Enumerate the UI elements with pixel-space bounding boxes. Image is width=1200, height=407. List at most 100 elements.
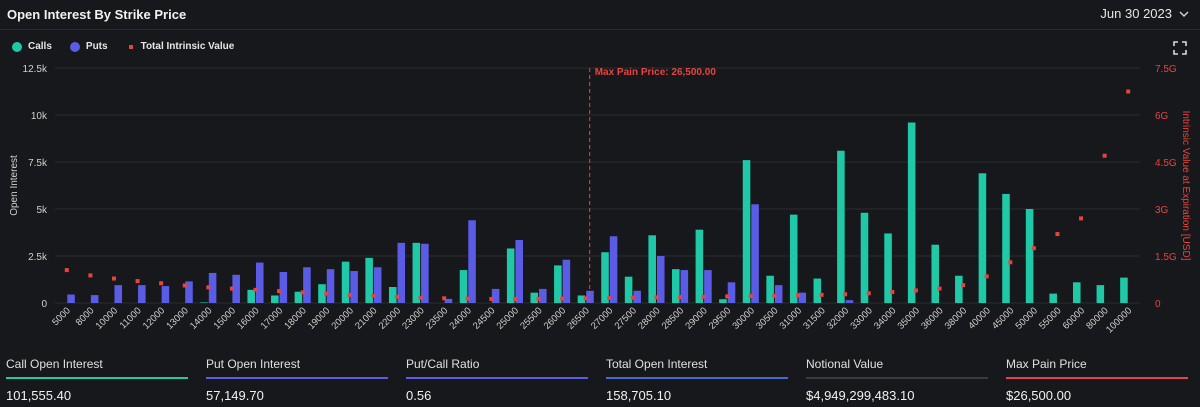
chevron-down-icon <box>1179 10 1189 17</box>
y-tick-label: 5k <box>36 205 48 216</box>
puts-bar <box>444 298 453 303</box>
puts-bar <box>774 285 783 303</box>
x-tick-label: 27000 <box>589 305 615 331</box>
puts-bar <box>680 270 689 303</box>
calls-bar <box>1096 285 1105 303</box>
intrinsic-point <box>347 292 352 297</box>
puts-bar <box>326 269 335 303</box>
stat-call-open-interest: Call Open Interest 101,555.40 <box>0 352 200 407</box>
x-tick-label: 30000 <box>730 305 756 331</box>
calls-bar <box>506 248 515 303</box>
calls-bar <box>412 242 421 303</box>
y-tick-label: 0 <box>41 299 47 310</box>
stat-max-pain-price: Max Pain Price $26,500.00 <box>1000 352 1200 407</box>
x-tick-label: 36000 <box>919 305 945 331</box>
stat-underline <box>1006 377 1188 379</box>
x-tick-label: 20000 <box>329 305 355 331</box>
legend-puts[interactable]: Puts <box>69 41 108 52</box>
stat-underline <box>6 377 188 379</box>
calls-bar <box>1002 193 1010 303</box>
puts-bar <box>161 286 170 303</box>
x-tick-label: 18000 <box>282 305 308 331</box>
puts-bar <box>373 267 382 303</box>
intrinsic-point <box>111 276 116 281</box>
intrinsic-point <box>772 293 777 298</box>
calls-bar <box>884 233 892 303</box>
x-tick-label: 5000 <box>50 305 73 328</box>
intrinsic-point <box>890 290 895 295</box>
stat-total-open-interest: Total Open Interest 158,705.10 <box>600 352 800 407</box>
legend-puts-label: Puts <box>85 41 108 52</box>
calls-bar <box>530 292 539 303</box>
x-tick-label: 25000 <box>495 305 521 331</box>
legend-calls[interactable]: Calls <box>12 41 52 52</box>
intrinsic-point <box>795 293 800 298</box>
stat-value: 101,555.40 <box>6 388 72 403</box>
legend-intrinsic[interactable]: Total Intrinsic Value <box>126 41 234 52</box>
puts-bar <box>255 262 264 303</box>
y2-tick-label: 0 <box>1155 299 1161 310</box>
legend-calls-label: Calls <box>28 41 52 52</box>
intrinsic-point <box>159 281 164 286</box>
intrinsic-point <box>512 296 517 301</box>
x-tick-label: 40000 <box>966 305 992 331</box>
x-tick-label: 25500 <box>518 305 544 331</box>
puts-bar <box>515 240 523 303</box>
expand-icon[interactable] <box>1172 40 1188 56</box>
page-title: Open Interest By Strike Price <box>7 7 187 22</box>
puts-bar <box>704 270 712 303</box>
calls-bar <box>742 160 751 303</box>
puts-bar <box>468 220 476 303</box>
x-tick-label: 23500 <box>424 305 450 331</box>
intrinsic-point <box>1079 216 1084 221</box>
calls-bar <box>837 150 845 303</box>
intrinsic-point <box>300 290 305 295</box>
puts-bar <box>208 272 217 303</box>
intrinsic-point <box>229 286 234 291</box>
intrinsic-point <box>88 273 93 278</box>
x-tick-label: 100000 <box>1104 305 1134 335</box>
puts-bar <box>633 290 641 303</box>
calls-bar <box>601 252 609 303</box>
x-tick-label: 26000 <box>542 305 568 331</box>
stat-label: Call Open Interest <box>6 357 103 371</box>
stat-label: Put Open Interest <box>206 357 301 371</box>
intrinsic-point <box>182 283 187 288</box>
y-tick-label: 12.5k <box>23 64 48 75</box>
intrinsic-point <box>206 285 211 290</box>
puts-bar <box>586 290 594 303</box>
x-tick-label: 55000 <box>1037 305 1063 331</box>
puts-bar <box>539 288 547 303</box>
x-tick-label: 31500 <box>801 305 827 331</box>
x-tick-label: 35000 <box>896 305 922 331</box>
x-tick-label: 26500 <box>565 305 591 331</box>
intrinsic-point <box>395 294 400 299</box>
intrinsic-swatch-icon <box>128 44 133 49</box>
intrinsic-point <box>489 296 494 301</box>
puts-bar <box>279 271 288 303</box>
expiry-date-value: Jun 30 2023 <box>1100 6 1172 21</box>
x-tick-label: 33000 <box>848 305 874 331</box>
x-tick-label: 23000 <box>400 305 426 331</box>
stat-underline <box>206 377 388 379</box>
intrinsic-point <box>418 295 423 300</box>
header: Open Interest By Strike Price Jun 30 202… <box>0 0 1200 30</box>
x-tick-label: 60000 <box>1061 305 1087 331</box>
y-tick-label: 7.5k <box>28 158 48 169</box>
intrinsic-point <box>324 291 329 296</box>
calls-bar <box>1049 293 1057 303</box>
puts-bar <box>562 259 571 303</box>
expiry-date-select[interactable]: Jun 30 2023 <box>1100 6 1190 21</box>
intrinsic-point <box>560 296 565 301</box>
intrinsic-point <box>277 289 282 294</box>
puts-bar <box>303 267 311 303</box>
stat-underline <box>806 377 988 379</box>
stat-underline <box>606 377 788 379</box>
stat-label: Total Open Interest <box>606 357 708 371</box>
intrinsic-point <box>371 293 376 298</box>
puts-bar <box>138 285 146 303</box>
puts-bar <box>421 243 429 303</box>
calls-bar <box>554 265 562 303</box>
intrinsic-point <box>913 288 918 293</box>
x-tick-label: 13000 <box>164 305 190 331</box>
